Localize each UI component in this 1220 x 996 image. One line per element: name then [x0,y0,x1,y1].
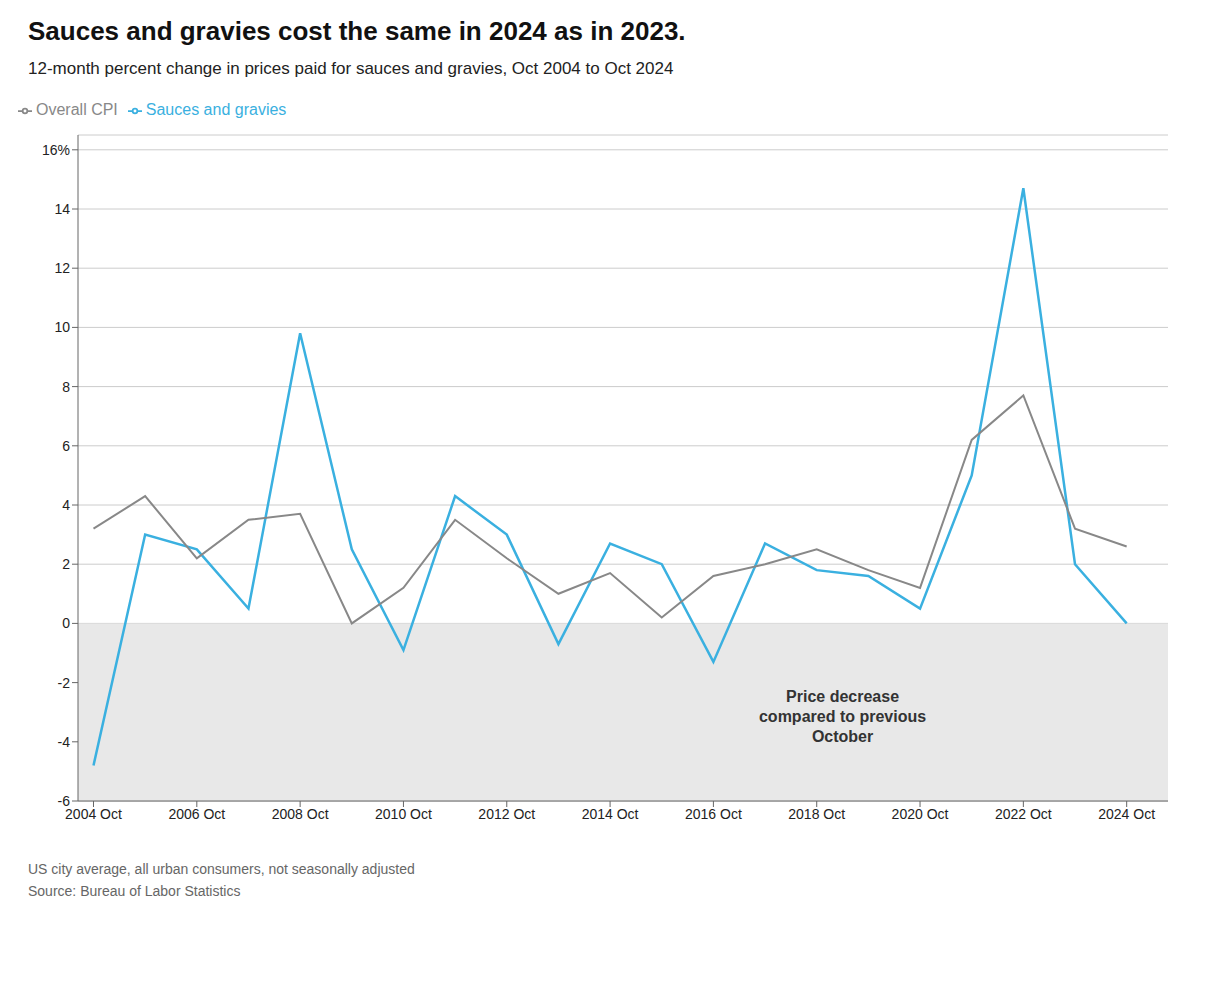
svg-text:-6: -6 [58,793,71,809]
svg-text:2016 Oct: 2016 Oct [685,806,742,822]
html-text:12-month percent change in pri: 12-month percent change in prices paid f… [28,59,674,78]
svg-text:8: 8 [62,379,70,395]
html-text:US city average, all urban con: US city average, all urban consumers, no… [28,861,415,877]
svg-text:2020 Oct: 2020 Oct [892,806,949,822]
svg-text:6: 6 [62,438,70,454]
svg-text:4: 4 [62,497,70,513]
html-text:Source: Bureau of Labor Statis: Source: Bureau of Labor Statistics [28,883,241,899]
svg-text:2010 Oct: 2010 Oct [375,806,432,822]
svg-text:2024 Oct: 2024 Oct [1098,806,1155,822]
html-text:Sauces and gravies cost the sa: Sauces and gravies cost the same in 2024… [28,16,686,46]
svg-text:2: 2 [62,556,70,572]
html-text:Sauces and gravies: Sauces and gravies [145,101,287,118]
svg-text:2004 Oct: 2004 Oct [65,806,122,822]
svg-text:2022 Oct: 2022 Oct [995,806,1052,822]
html-text:Overall CPI: Overall CPI [36,101,118,118]
svg-text:12: 12 [54,260,70,276]
svg-text:16%: 16% [42,142,70,158]
svg-text:-2: -2 [58,675,71,691]
svg-text:14: 14 [54,201,70,217]
svg-text:2018 Oct: 2018 Oct [788,806,845,822]
svg-text:0: 0 [62,615,70,631]
svg-text:10: 10 [54,319,70,335]
svg-text:2008 Oct: 2008 Oct [272,806,329,822]
svg-text:2006 Oct: 2006 Oct [168,806,225,822]
svg-text:-4: -4 [58,734,71,750]
svg-text:Price decreasecompared to prev: Price decreasecompared to previousOctobe… [759,688,926,745]
svg-text:2014 Oct: 2014 Oct [582,806,639,822]
svg-text:2012 Oct: 2012 Oct [478,806,535,822]
